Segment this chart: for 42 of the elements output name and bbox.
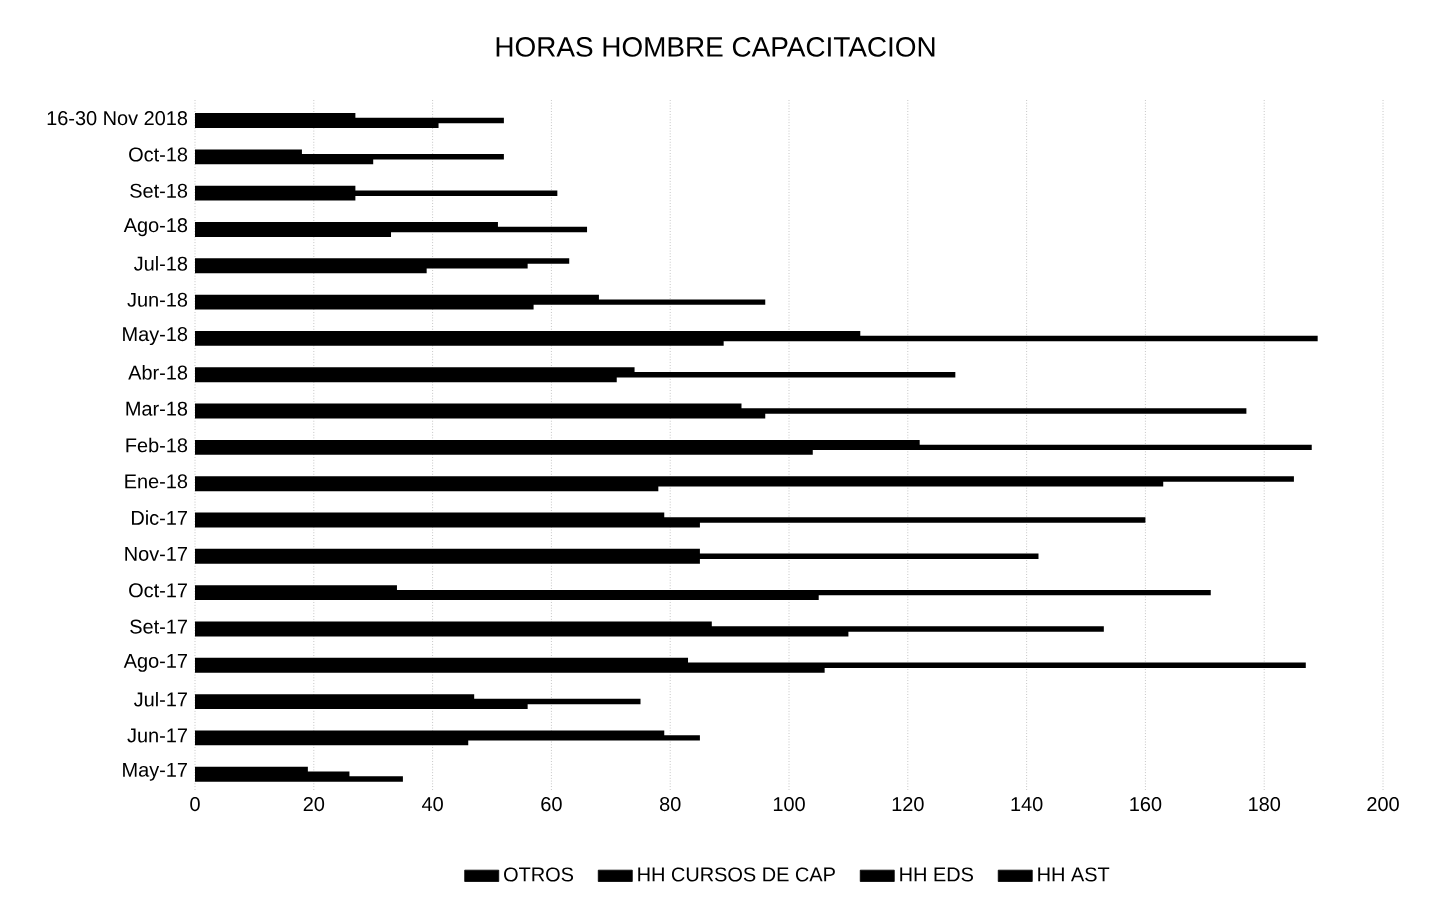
- bar: [195, 117, 504, 124]
- bar: [195, 476, 1294, 482]
- y-tick-label: Nov-17: [125, 546, 187, 561]
- y-tick-label: Jul-17: [134, 691, 187, 707]
- bar: [195, 626, 1104, 632]
- x-tick-label: 20: [303, 797, 325, 812]
- y-tick-label: Oct-18: [129, 147, 188, 162]
- x-tick-label: 180: [1249, 797, 1281, 812]
- y-tick-label: Oct-17: [129, 583, 187, 598]
- y-tick-label: Feb-18: [126, 437, 188, 453]
- x-tick-label: 0: [190, 797, 200, 812]
- x-tick-label: 120: [892, 797, 924, 812]
- y-tick-label: Dic-17: [132, 510, 187, 525]
- y-tick-label: Abr-18: [128, 365, 188, 380]
- bar: [195, 408, 1247, 414]
- x-tick-label: 160: [1130, 797, 1162, 812]
- bar: [195, 517, 1146, 523]
- y-tick-label: Ago-17: [123, 653, 187, 672]
- bar: [195, 589, 1211, 596]
- y-tick-label: 16-30 Nov 2018: [47, 111, 188, 126]
- y-tick-label: Mar-18: [126, 401, 188, 416]
- y-tick-label: Ago-18: [123, 218, 188, 237]
- bar: [195, 698, 641, 705]
- y-tick-label: Jun-18: [127, 292, 188, 307]
- legend-label: HH EDS: [900, 867, 973, 882]
- y-tick-label: May-18: [123, 327, 188, 346]
- y-tick-label: May-17: [123, 762, 187, 781]
- x-tick-label: 200: [1367, 797, 1399, 812]
- x-tick-label: 40: [421, 797, 443, 812]
- y-tick-label: Set-18: [130, 183, 188, 198]
- legend-label: HH CURSOS DE CAP: [638, 867, 835, 882]
- y-tick-label: Set-17: [130, 619, 187, 634]
- y-tick-label: Jun-17: [127, 728, 187, 743]
- y-tick-label: Ene-18: [125, 474, 188, 489]
- legend-label: HH AST: [1038, 867, 1110, 882]
- x-tick-label: 80: [660, 797, 681, 812]
- x-tick-label: 140: [1011, 797, 1043, 812]
- chart-title: HORAS HOMBRE CAPACITACION: [496, 37, 935, 57]
- x-tick-label: 60: [541, 797, 562, 812]
- y-tick-label: Jul-18: [134, 256, 188, 271]
- x-tick-label: 100: [773, 797, 805, 812]
- legend-label: OTROS: [504, 867, 574, 882]
